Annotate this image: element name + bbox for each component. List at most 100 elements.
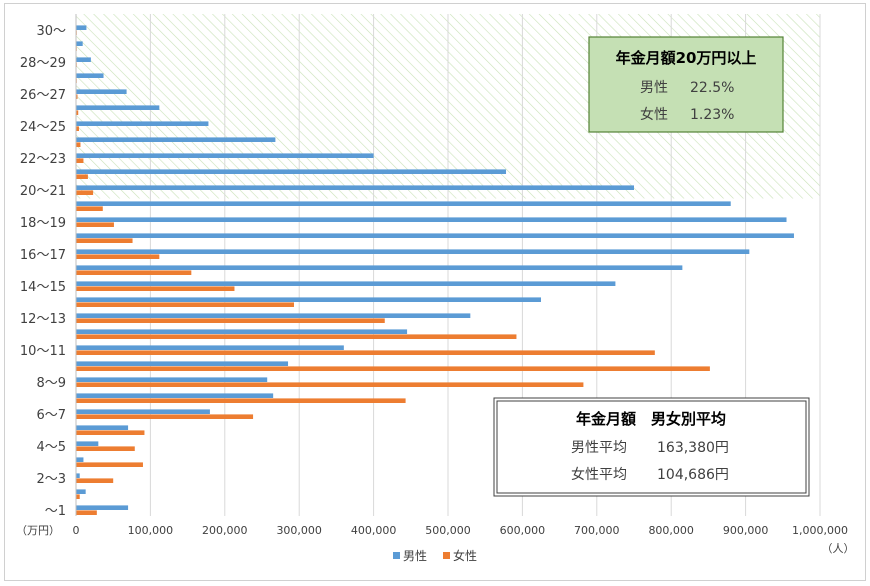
bar-male [76, 313, 471, 318]
bar-female [76, 126, 79, 131]
x-tick-label: 800,000 [648, 524, 694, 537]
y-tick-label: 4〜5 [36, 440, 66, 455]
bar-male [76, 121, 209, 126]
bar-female [76, 222, 114, 227]
bar-female [76, 318, 385, 323]
y-tick-label: 24〜25 [20, 120, 66, 135]
bar-male [76, 409, 210, 414]
bar-male [76, 361, 289, 366]
threshold-male-label: 男性 [640, 80, 668, 96]
y-tick-label: 26〜27 [20, 88, 66, 103]
bar-male [76, 473, 80, 478]
x-tick-label: 500,000 [425, 524, 471, 537]
average-summary-title: 年金月額 男女別平均 [576, 410, 726, 428]
bar-female [76, 254, 160, 259]
bar-female [76, 494, 80, 499]
bar-male [76, 345, 344, 350]
bar-male [76, 89, 127, 94]
y-tick-label: 30〜 [36, 24, 66, 39]
bar-male [76, 233, 794, 238]
bar-male [76, 25, 87, 30]
bar-female [76, 110, 79, 115]
y-tick-label: 18〜19 [20, 216, 66, 231]
bar-male [76, 425, 129, 430]
bar-male [76, 201, 731, 206]
bar-female [76, 238, 133, 243]
y-tick-label: 8〜9 [36, 376, 66, 391]
threshold-female-value: 1.23% [690, 107, 734, 123]
bar-male [76, 57, 91, 62]
y-tick-label: 〜1 [45, 504, 66, 519]
bar-male [76, 217, 787, 222]
bar-female [76, 382, 584, 387]
x-tick-label: 700,000 [574, 524, 620, 537]
x-tick-label: 400,000 [351, 524, 397, 537]
y-tick-label: 6〜7 [36, 408, 66, 423]
bar-male [76, 393, 274, 398]
average-female-value: 104,686円 [657, 467, 729, 483]
bar-female [76, 174, 88, 179]
x-tick-label: 200,000 [202, 524, 248, 537]
bar-male [76, 185, 634, 190]
bar-female [76, 334, 517, 339]
bar-female [76, 206, 103, 211]
legend-swatch [443, 552, 450, 559]
x-tick-label: 100,000 [128, 524, 174, 537]
bar-male [76, 457, 84, 462]
threshold-summary-title: 年金月額20万円以上 [616, 49, 757, 67]
y-tick-label: 10〜11 [20, 344, 66, 359]
threshold-female-label: 女性 [640, 106, 668, 123]
bar-male [76, 105, 160, 110]
bar-female [76, 350, 655, 355]
bar-male [76, 441, 99, 446]
bar-female [76, 462, 143, 467]
x-tick-label: 900,000 [723, 524, 769, 537]
x-tick-label: 300,000 [276, 524, 322, 537]
bar-male [76, 329, 408, 334]
average-female-label: 女性平均 [571, 466, 627, 483]
bar-male [76, 153, 374, 158]
bar-female [76, 94, 78, 99]
chart-frame [4, 3, 866, 581]
bar-female [76, 510, 97, 515]
bar-female [76, 446, 135, 451]
bar-female [76, 302, 294, 307]
bar-male [76, 377, 268, 382]
average-summary-box: 年金月額 男女別平均 男性平均 163,380円 女性平均 104,686円 [493, 397, 810, 497]
x-tick-label: 0 [73, 524, 80, 537]
bar-male [76, 297, 541, 302]
average-male-value: 163,380円 [657, 440, 729, 456]
y-tick-label: 22〜23 [20, 152, 66, 167]
bar-female [76, 158, 84, 163]
y-tick-label: 16〜17 [20, 248, 66, 263]
y-tick-label: 2〜3 [36, 472, 66, 487]
legend-label: 男性 [403, 549, 427, 563]
bar-female [76, 270, 192, 275]
bar-female [76, 286, 235, 291]
bar-female [76, 366, 710, 371]
x-tick-label: 600,000 [500, 524, 546, 537]
bar-male [76, 169, 507, 174]
y-tick-label: 20〜21 [20, 184, 66, 199]
bar-male [76, 281, 616, 286]
y-unit-label: （万円） [16, 524, 60, 537]
bar-male [76, 249, 750, 254]
bar-male [76, 265, 683, 270]
bar-male [76, 73, 104, 78]
bar-male [76, 137, 276, 142]
y-tick-label: 14〜15 [20, 280, 66, 295]
y-tick-label: 12〜13 [20, 312, 66, 327]
bar-female [76, 414, 254, 419]
bar-male [76, 489, 86, 494]
legend-swatch [393, 552, 400, 559]
average-male-label: 男性平均 [571, 440, 627, 456]
x-unit-label: （人） [822, 542, 855, 555]
bar-female [76, 190, 94, 195]
bar-female [76, 478, 114, 483]
threshold-male-value: 22.5% [690, 80, 734, 96]
bar-male [76, 505, 129, 510]
bar-female [76, 430, 145, 435]
bar-female [76, 142, 81, 147]
threshold-summary-box: 年金月額20万円以上 男性 22.5% 女性 1.23% [588, 36, 784, 133]
